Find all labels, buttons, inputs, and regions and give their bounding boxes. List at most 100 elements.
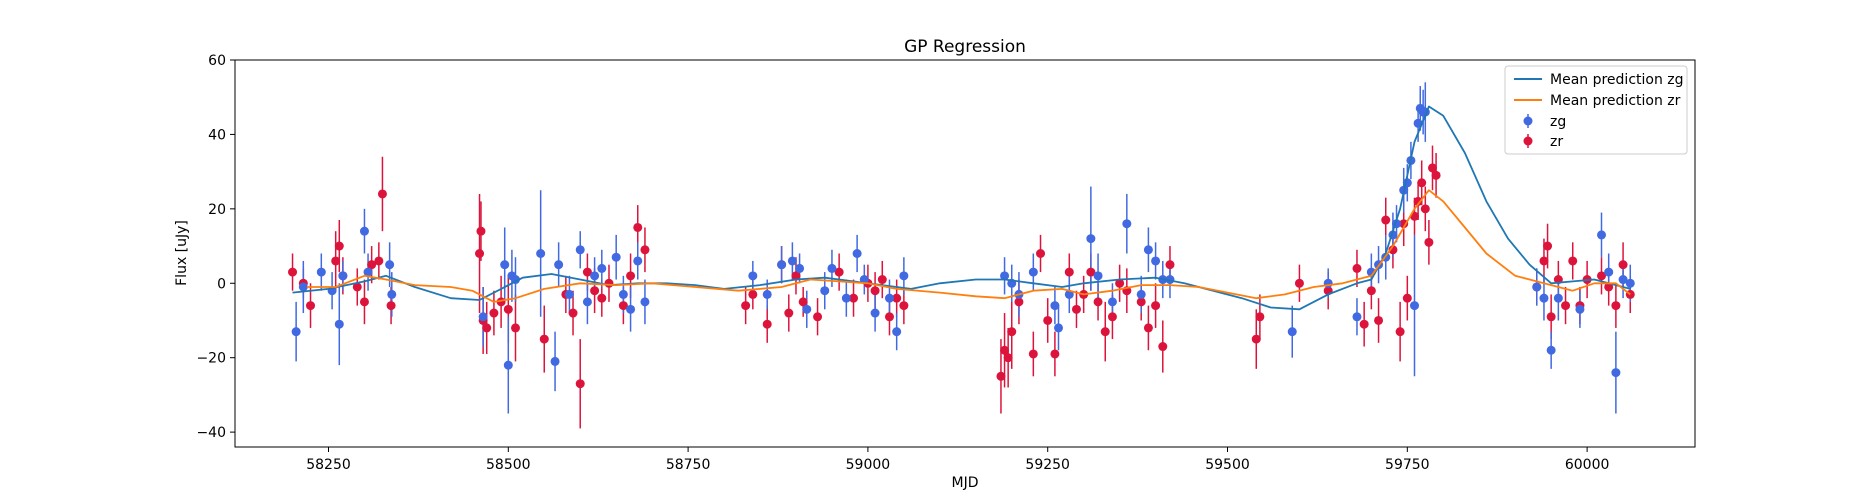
chart-title: GP Regression: [904, 37, 1026, 57]
zr-point: [1546, 312, 1556, 322]
zr-point: [1352, 263, 1362, 273]
zg-point: [626, 304, 636, 314]
zr-point: [1424, 237, 1434, 247]
zg-point: [1546, 345, 1556, 355]
zr-point: [352, 282, 362, 292]
zr-point: [1417, 178, 1427, 188]
zg-point: [1625, 278, 1635, 288]
mean-prediction-line-1: [306, 189, 1631, 303]
zr-point: [996, 371, 1006, 381]
legend-marker-zr: [1523, 134, 1533, 148]
zr-point: [1093, 297, 1103, 307]
zg-point: [884, 293, 894, 303]
zr-point: [1050, 349, 1060, 359]
zg-point: [582, 297, 592, 307]
zg-point: [478, 312, 488, 322]
zr-point: [568, 308, 578, 318]
zg-point: [590, 271, 600, 281]
zr-point: [1395, 327, 1405, 337]
zr-point: [1255, 312, 1265, 322]
zg-point: [870, 308, 880, 318]
zr-point: [849, 293, 859, 303]
zg-point: [1050, 301, 1060, 311]
zr-point: [489, 308, 499, 318]
zr-point: [1007, 327, 1017, 337]
zr-point: [367, 260, 377, 270]
zg-point: [787, 256, 797, 266]
y-tick-label: 40: [208, 127, 226, 143]
zr-point: [1251, 334, 1261, 344]
zg-point: [1532, 282, 1542, 292]
zr-point: [1294, 278, 1304, 288]
zg-point: [1086, 234, 1096, 244]
y-tick-label: −40: [196, 425, 226, 441]
zg-point: [1093, 271, 1103, 281]
zr-point: [1611, 301, 1621, 311]
zr-point: [877, 275, 887, 285]
zg-point: [1352, 312, 1362, 322]
zg-point: [1053, 323, 1063, 333]
zr-point: [1000, 345, 1010, 355]
zr-point: [899, 301, 909, 311]
legend-label-zg: zg: [1550, 114, 1566, 130]
zr-point: [892, 293, 902, 303]
zg-point: [1122, 219, 1132, 229]
zg-point: [827, 263, 837, 273]
zg-point: [1151, 256, 1161, 266]
zg-point: [1028, 267, 1038, 277]
zg-point: [291, 327, 301, 337]
zr-point: [748, 289, 758, 299]
zr-point: [813, 312, 823, 322]
x-axis: 58250 58500 58750 59000 59250 59500 59750 60000: [306, 447, 1609, 473]
zg-point: [1611, 368, 1621, 378]
zr-point: [476, 226, 486, 236]
y-tick-label: −20: [196, 351, 226, 367]
zg-point: [795, 263, 805, 273]
zr-point: [1165, 260, 1175, 270]
zr-point: [575, 379, 585, 389]
zr-point: [503, 304, 513, 314]
zr-point: [870, 286, 880, 296]
zg-point: [748, 271, 758, 281]
zg-point: [611, 252, 621, 262]
zr-point: [386, 301, 396, 311]
zr-point: [1568, 256, 1578, 266]
zr-point: [377, 189, 387, 199]
zr-point: [1374, 315, 1384, 325]
zr-point: [784, 308, 794, 318]
x-tick-label: 58750: [666, 457, 711, 473]
zr-point: [1107, 312, 1117, 322]
zr-point: [374, 256, 384, 266]
zr-point: [510, 323, 520, 333]
zg-point: [334, 319, 344, 329]
zr-point: [1388, 245, 1398, 255]
zr-point: [1036, 249, 1046, 258]
y-tick-label: 20: [208, 202, 226, 218]
zg-point: [820, 286, 830, 296]
legend-label-zg-prediction: Mean prediction zg: [1550, 72, 1684, 88]
zg-point: [1604, 267, 1614, 277]
zg-point: [1287, 327, 1297, 337]
zr-point: [1366, 286, 1376, 296]
zr-point: [1427, 163, 1437, 173]
zg-point: [1539, 293, 1549, 303]
legend-marker-zg: [1523, 114, 1533, 128]
zg-point: [316, 267, 326, 277]
zg-point: [500, 260, 510, 270]
zg-point: [575, 245, 585, 255]
zr-point: [331, 256, 341, 266]
zr-point: [1071, 304, 1081, 314]
zg-point: [387, 289, 397, 299]
zg-point: [892, 327, 902, 337]
zr-point: [306, 301, 316, 311]
zg-point: [1000, 271, 1010, 281]
zr-point: [1413, 196, 1423, 206]
zr-data-points: [288, 163, 1635, 389]
zr-point: [798, 297, 808, 307]
zr-point: [604, 278, 614, 288]
mean-prediction-lines: [292, 105, 1631, 311]
y-axis-label: Flux [uJy]: [174, 220, 190, 286]
zr-point: [482, 323, 492, 333]
zg-point: [1143, 245, 1153, 255]
